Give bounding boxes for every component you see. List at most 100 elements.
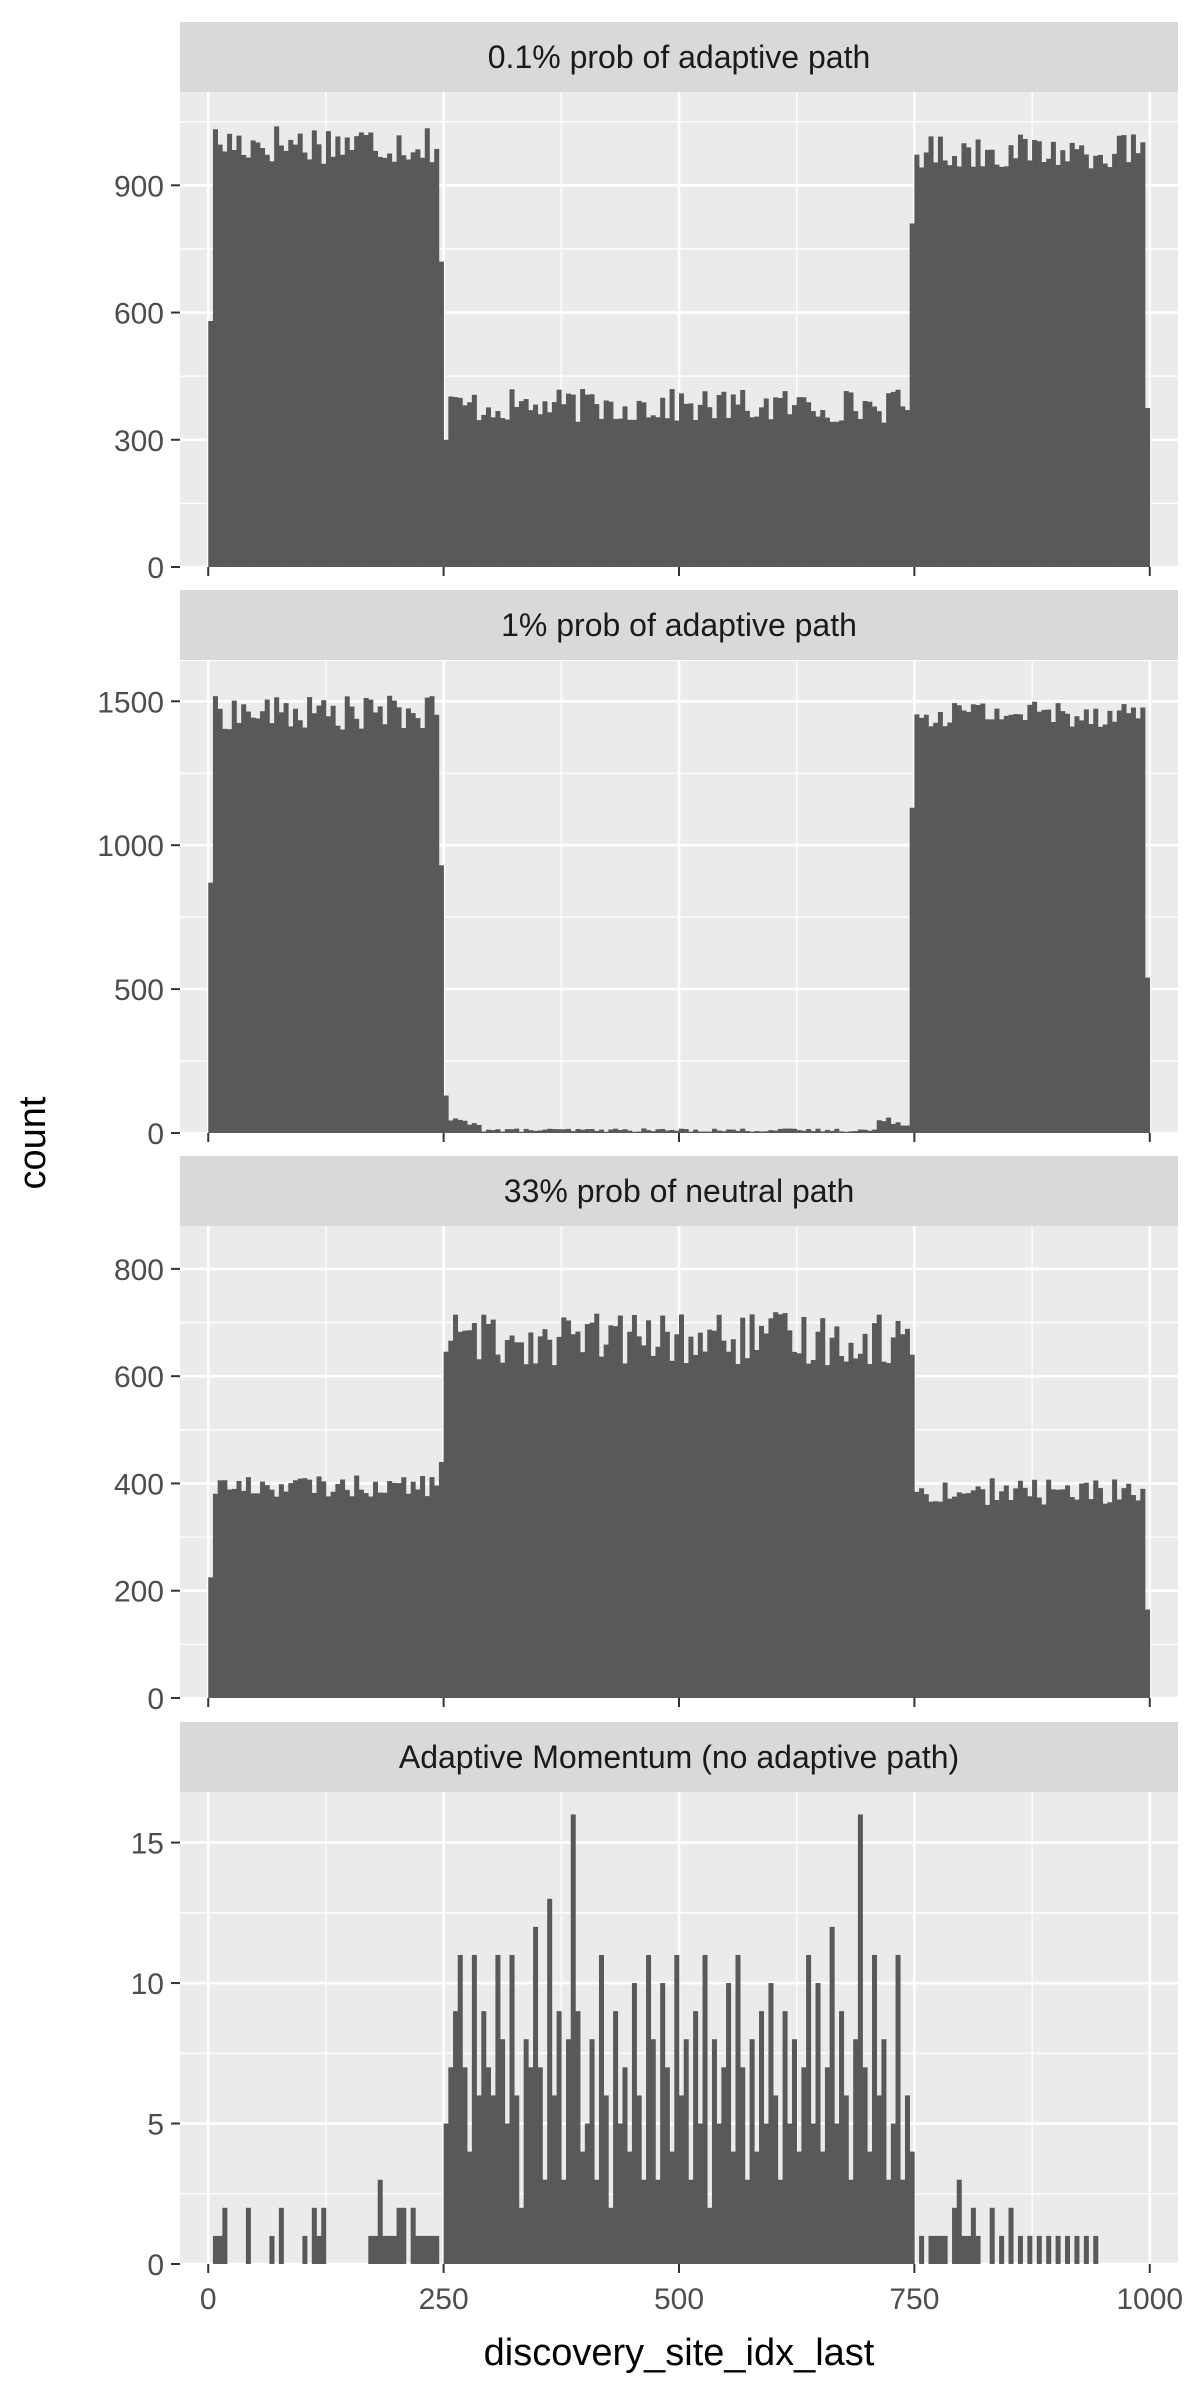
histogram-bar bbox=[791, 2039, 797, 2264]
histogram-bar bbox=[1135, 718, 1141, 1133]
histogram-bar bbox=[453, 397, 459, 567]
histogram-bar bbox=[598, 1954, 604, 2264]
y-tick-label: 1000 bbox=[97, 830, 164, 863]
histogram-bar bbox=[227, 1489, 233, 1698]
histogram-bar bbox=[693, 2011, 699, 2264]
histogram-bar bbox=[396, 2207, 402, 2264]
histogram-bar bbox=[735, 1363, 741, 1698]
histogram-bar bbox=[815, 1331, 821, 1698]
histogram-bar bbox=[867, 2151, 873, 2264]
histogram-bar bbox=[222, 728, 228, 1133]
histogram-bar bbox=[561, 2179, 567, 2264]
histogram-bar bbox=[839, 2011, 845, 2264]
histogram-bar bbox=[1008, 1500, 1014, 1698]
histogram-bar bbox=[1065, 1485, 1071, 1698]
histogram-bar bbox=[528, 1130, 534, 1133]
histogram-bar bbox=[288, 139, 294, 567]
histogram-bar bbox=[655, 1129, 661, 1133]
histogram-bar bbox=[622, 1363, 628, 1698]
histogram-bar bbox=[241, 1490, 247, 1698]
histogram-bar bbox=[1022, 719, 1028, 1133]
histogram-bar bbox=[815, 1983, 821, 2264]
histogram-bar bbox=[283, 150, 289, 568]
histogram-bar bbox=[217, 708, 223, 1133]
histogram-bar bbox=[989, 719, 995, 1133]
y-tick-label: 400 bbox=[114, 1468, 164, 1501]
histogram-bar bbox=[1008, 2207, 1014, 2264]
histogram-bar bbox=[523, 1364, 529, 1698]
histogram-bar bbox=[697, 2123, 703, 2264]
histogram-bar bbox=[952, 703, 958, 1133]
histogram-bar bbox=[424, 1496, 430, 1698]
histogram-bar bbox=[250, 140, 256, 567]
histogram-bar bbox=[255, 142, 261, 568]
histogram-bar bbox=[297, 720, 303, 1133]
histogram-bar bbox=[669, 1360, 675, 1698]
histogram-bar bbox=[787, 2123, 793, 2264]
histogram-bar bbox=[1069, 1497, 1075, 1698]
histogram-bar bbox=[1065, 2235, 1071, 2264]
histogram-bar bbox=[1027, 1496, 1033, 1698]
histogram-bar bbox=[660, 397, 666, 567]
histogram-bar bbox=[551, 402, 557, 567]
histogram-bar bbox=[608, 2207, 614, 2264]
histogram-bar bbox=[1097, 726, 1103, 1133]
histogram-bar bbox=[716, 2123, 722, 2264]
histogram-bar bbox=[641, 402, 647, 567]
histogram-bar bbox=[904, 410, 910, 567]
histogram-bar bbox=[730, 1339, 736, 1698]
histogram-bar bbox=[660, 1315, 666, 1698]
histogram-bar bbox=[1079, 1483, 1085, 1698]
histogram-bar bbox=[471, 1123, 477, 1133]
histogram-bar bbox=[796, 397, 802, 567]
histogram-bar bbox=[1003, 166, 1009, 567]
histogram-bar bbox=[453, 1118, 459, 1133]
histogram-bar bbox=[236, 1480, 242, 1698]
histogram-bar bbox=[777, 1128, 783, 1133]
histogram-bar bbox=[302, 1478, 308, 1698]
histogram-bar bbox=[650, 415, 656, 567]
histogram-bar bbox=[876, 2095, 882, 2264]
histogram-bars bbox=[208, 126, 1151, 568]
histogram-bar bbox=[999, 719, 1005, 1133]
histogram-bar bbox=[749, 1314, 755, 1698]
histogram-bar bbox=[862, 1333, 868, 1698]
histogram-bar bbox=[1083, 154, 1089, 568]
histogram-bar bbox=[1130, 134, 1136, 568]
histogram-bar bbox=[490, 417, 496, 567]
y-tick-label: 800 bbox=[114, 1254, 164, 1287]
histogram-bar bbox=[405, 1493, 411, 1698]
histogram-bar bbox=[872, 1954, 878, 2264]
histogram-bar bbox=[655, 1346, 661, 1698]
histogram-bar bbox=[867, 1130, 873, 1133]
histogram-bar bbox=[283, 703, 289, 1133]
histogram-bar bbox=[245, 1477, 251, 1698]
histogram-bar bbox=[504, 2123, 510, 2264]
histogram-bar bbox=[824, 1365, 830, 1698]
histogram-bar bbox=[260, 148, 266, 567]
histogram-bar bbox=[744, 1358, 750, 1698]
facet-title: 1% prob of adaptive path bbox=[501, 607, 857, 643]
histogram-bar bbox=[584, 1324, 590, 1698]
histogram-bar bbox=[368, 1496, 374, 1698]
histogram-bar bbox=[782, 2011, 788, 2264]
histogram-bar bbox=[975, 2235, 981, 2264]
histogram-bar bbox=[424, 2235, 430, 2264]
histogram-bar bbox=[862, 400, 868, 567]
histogram-bar bbox=[801, 1316, 807, 1698]
histogram-bar bbox=[989, 1478, 995, 1698]
histogram-bar bbox=[297, 133, 303, 568]
histogram-bar bbox=[707, 1329, 713, 1698]
histogram-bar bbox=[613, 418, 619, 567]
histogram-bar bbox=[791, 1351, 797, 1698]
histogram-bar bbox=[636, 2095, 642, 2264]
histogram-bar bbox=[980, 703, 986, 1133]
histogram-bar bbox=[1093, 708, 1099, 1133]
y-tick-label: 0 bbox=[147, 1118, 164, 1151]
histogram-bar bbox=[1140, 707, 1146, 1133]
histogram-bar bbox=[711, 1330, 717, 1698]
histogram-bar bbox=[1088, 1499, 1094, 1698]
histogram-bar bbox=[702, 1954, 708, 2264]
histogram-bar bbox=[255, 718, 261, 1133]
x-tick-label: 250 bbox=[419, 2283, 469, 2316]
